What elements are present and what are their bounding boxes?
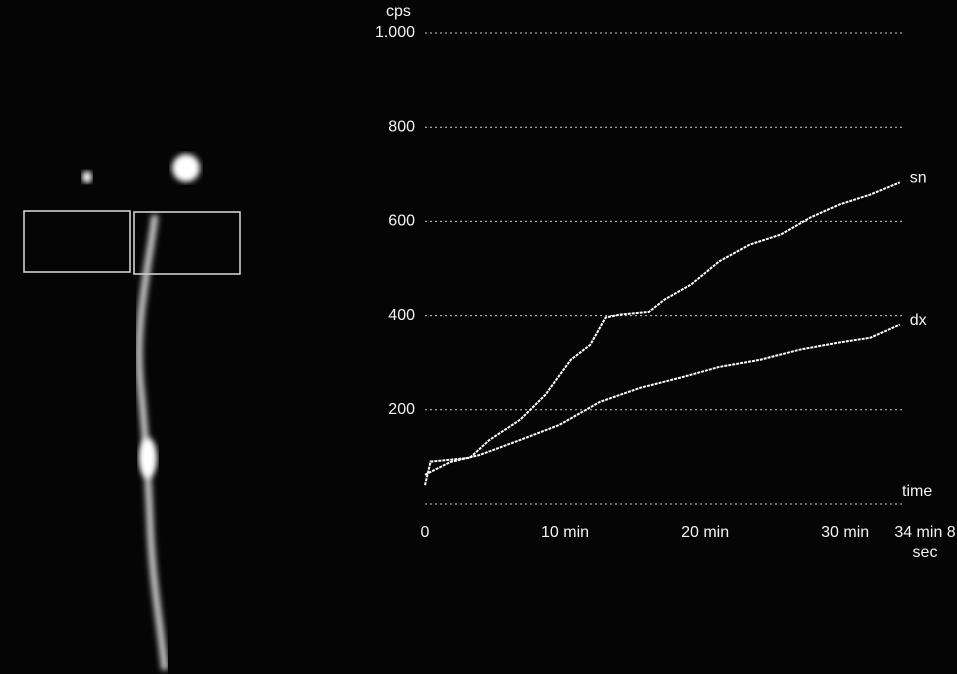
x-tick-label: 34 min 8 sec: [894, 523, 956, 563]
y-tick-label: 400: [388, 307, 415, 324]
x-tick-label: 0: [394, 523, 456, 543]
figure: cps time 200 400 600 800 1.000 sn dx 0 10 min 20…: [0, 0, 957, 674]
y-tick-label: 800: [388, 118, 415, 135]
series-label: sn: [910, 170, 927, 187]
series-label: dx: [910, 312, 927, 329]
y-tick-label: 200: [388, 401, 415, 418]
x-tick-label: 10 min: [534, 523, 596, 543]
y-tick-label: 1.000: [375, 24, 415, 41]
data-line: [425, 325, 900, 475]
photo: [24, 154, 240, 670]
data-line: [425, 182, 900, 485]
x-axis-label: time: [902, 483, 932, 500]
x-tick-label: 30 min: [814, 523, 876, 543]
chart: cps time 200 400 600 800 1.000 sn dx: [0, 0, 957, 674]
x-tick-label: 20 min: [674, 523, 736, 543]
y-axis-label: cps: [386, 3, 411, 20]
y-tick-label: 600: [388, 213, 415, 230]
